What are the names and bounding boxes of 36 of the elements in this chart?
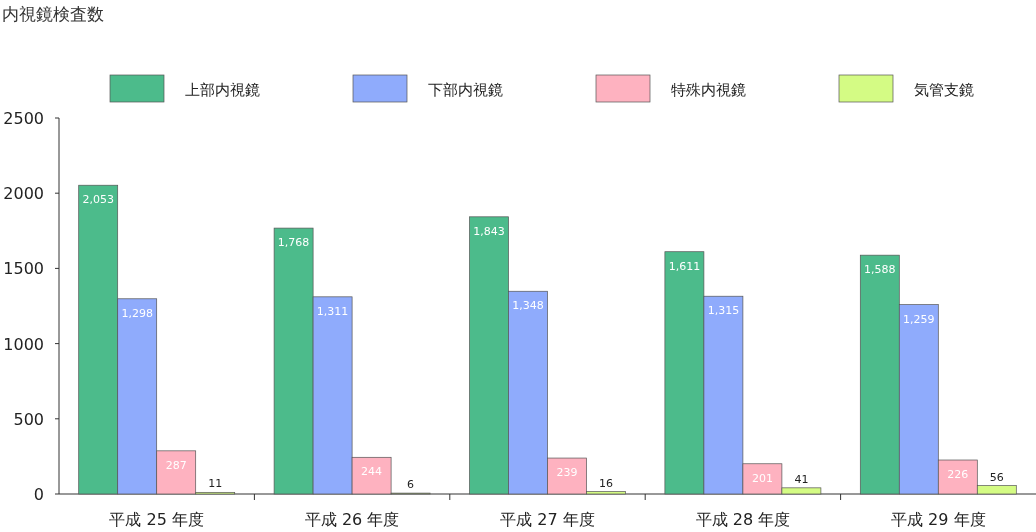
- data-label: 287: [165, 458, 187, 472]
- x-tick-label: 平成 26 年度: [304, 510, 400, 529]
- data-label: 6: [407, 478, 415, 492]
- legend-label: 下部内視鏡: [428, 81, 503, 99]
- data-label: 1,588: [864, 263, 896, 277]
- y-tick-label: 1500: [3, 259, 44, 279]
- data-label: 1,311: [316, 304, 349, 318]
- y-tick-label: 0: [33, 485, 44, 504]
- data-label: 1,259: [903, 312, 935, 326]
- data-label: 16: [599, 476, 613, 490]
- data-label: 1,768: [277, 236, 310, 250]
- legend-label: 気管支鏡: [914, 81, 974, 99]
- data-label: 1,298: [121, 306, 153, 320]
- x-tick-label: 平成 25 年度: [109, 510, 204, 529]
- x-tick-label: 平成 28 年度: [695, 510, 791, 529]
- data-label: 1,843: [473, 224, 505, 238]
- legend-label: 特殊内視鏡: [671, 81, 746, 99]
- data-label: 201: [751, 471, 773, 485]
- x-tick-label: 平成 27 年度: [500, 510, 595, 529]
- y-tick-label: 500: [13, 409, 44, 429]
- data-label: 1,611: [668, 259, 701, 273]
- data-label: 2,053: [82, 193, 114, 207]
- data-label: 239: [556, 466, 578, 480]
- y-tick-label: 2000: [3, 184, 44, 204]
- data-label: 56: [989, 470, 1004, 484]
- data-label: 1,348: [512, 299, 544, 313]
- data-label: 1,315: [707, 304, 740, 318]
- y-tick-label: 2500: [3, 109, 44, 128]
- y-tick-label: 1000: [3, 334, 44, 354]
- data-label: 41: [794, 472, 809, 486]
- legend-label: 上部内視鏡: [185, 81, 260, 99]
- data-label: 11: [208, 477, 223, 491]
- x-tick-label: 平成 29 年度: [891, 510, 986, 529]
- data-label: 244: [361, 465, 383, 479]
- data-label: 226: [947, 468, 969, 482]
- chart-title: 内視鏡検査数: [2, 4, 104, 24]
